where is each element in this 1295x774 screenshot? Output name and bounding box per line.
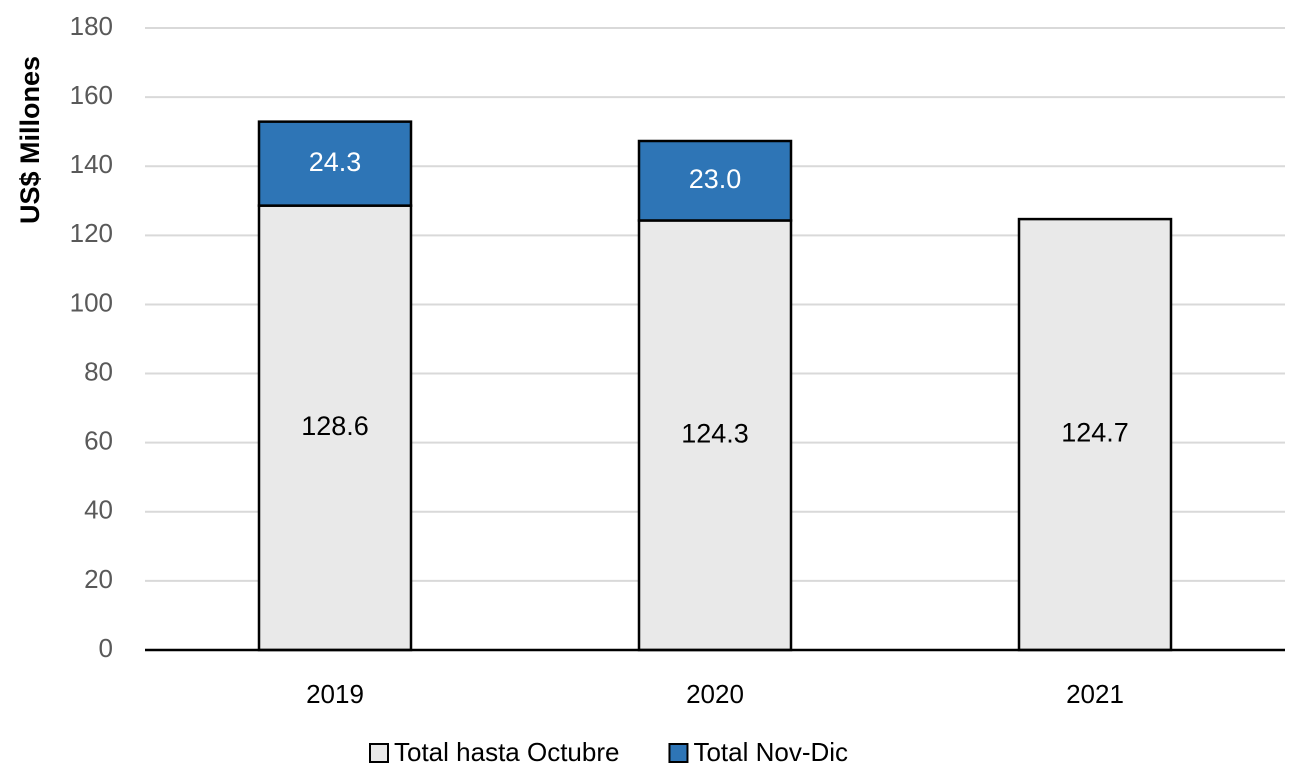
bar-segment bbox=[257, 120, 413, 207]
data-label: 124.3 bbox=[681, 418, 749, 448]
y-tick-label: 100 bbox=[70, 287, 113, 317]
legend-swatch bbox=[668, 743, 689, 763]
y-tick-label: 160 bbox=[70, 80, 113, 110]
y-tick-label: 20 bbox=[84, 564, 113, 594]
y-tick-label: 40 bbox=[84, 495, 113, 525]
data-label: 23.0 bbox=[689, 164, 742, 194]
x-tick-label: 2020 bbox=[686, 679, 744, 709]
legend-label: Total hasta Octubre bbox=[394, 737, 619, 767]
x-tick-label: 2021 bbox=[1066, 679, 1124, 709]
bar-segment bbox=[1017, 217, 1173, 652]
legend-swatch bbox=[369, 743, 389, 763]
x-tick-label: 2019 bbox=[306, 679, 364, 709]
data-label: 24.3 bbox=[309, 147, 362, 177]
data-label: 128.6 bbox=[301, 411, 369, 441]
data-label: 124.7 bbox=[1061, 418, 1129, 448]
y-tick-label: 80 bbox=[84, 356, 113, 386]
legend-label: Total Nov-Dic bbox=[693, 737, 848, 767]
y-tick-label: 140 bbox=[70, 149, 113, 179]
y-tick-label: 180 bbox=[70, 11, 113, 41]
bar-segment bbox=[637, 139, 793, 222]
y-tick-label: 0 bbox=[99, 633, 113, 663]
y-axis-label: US$ Millones bbox=[15, 56, 45, 224]
y-tick-label: 120 bbox=[70, 218, 113, 248]
y-tick-label: 60 bbox=[84, 426, 113, 456]
